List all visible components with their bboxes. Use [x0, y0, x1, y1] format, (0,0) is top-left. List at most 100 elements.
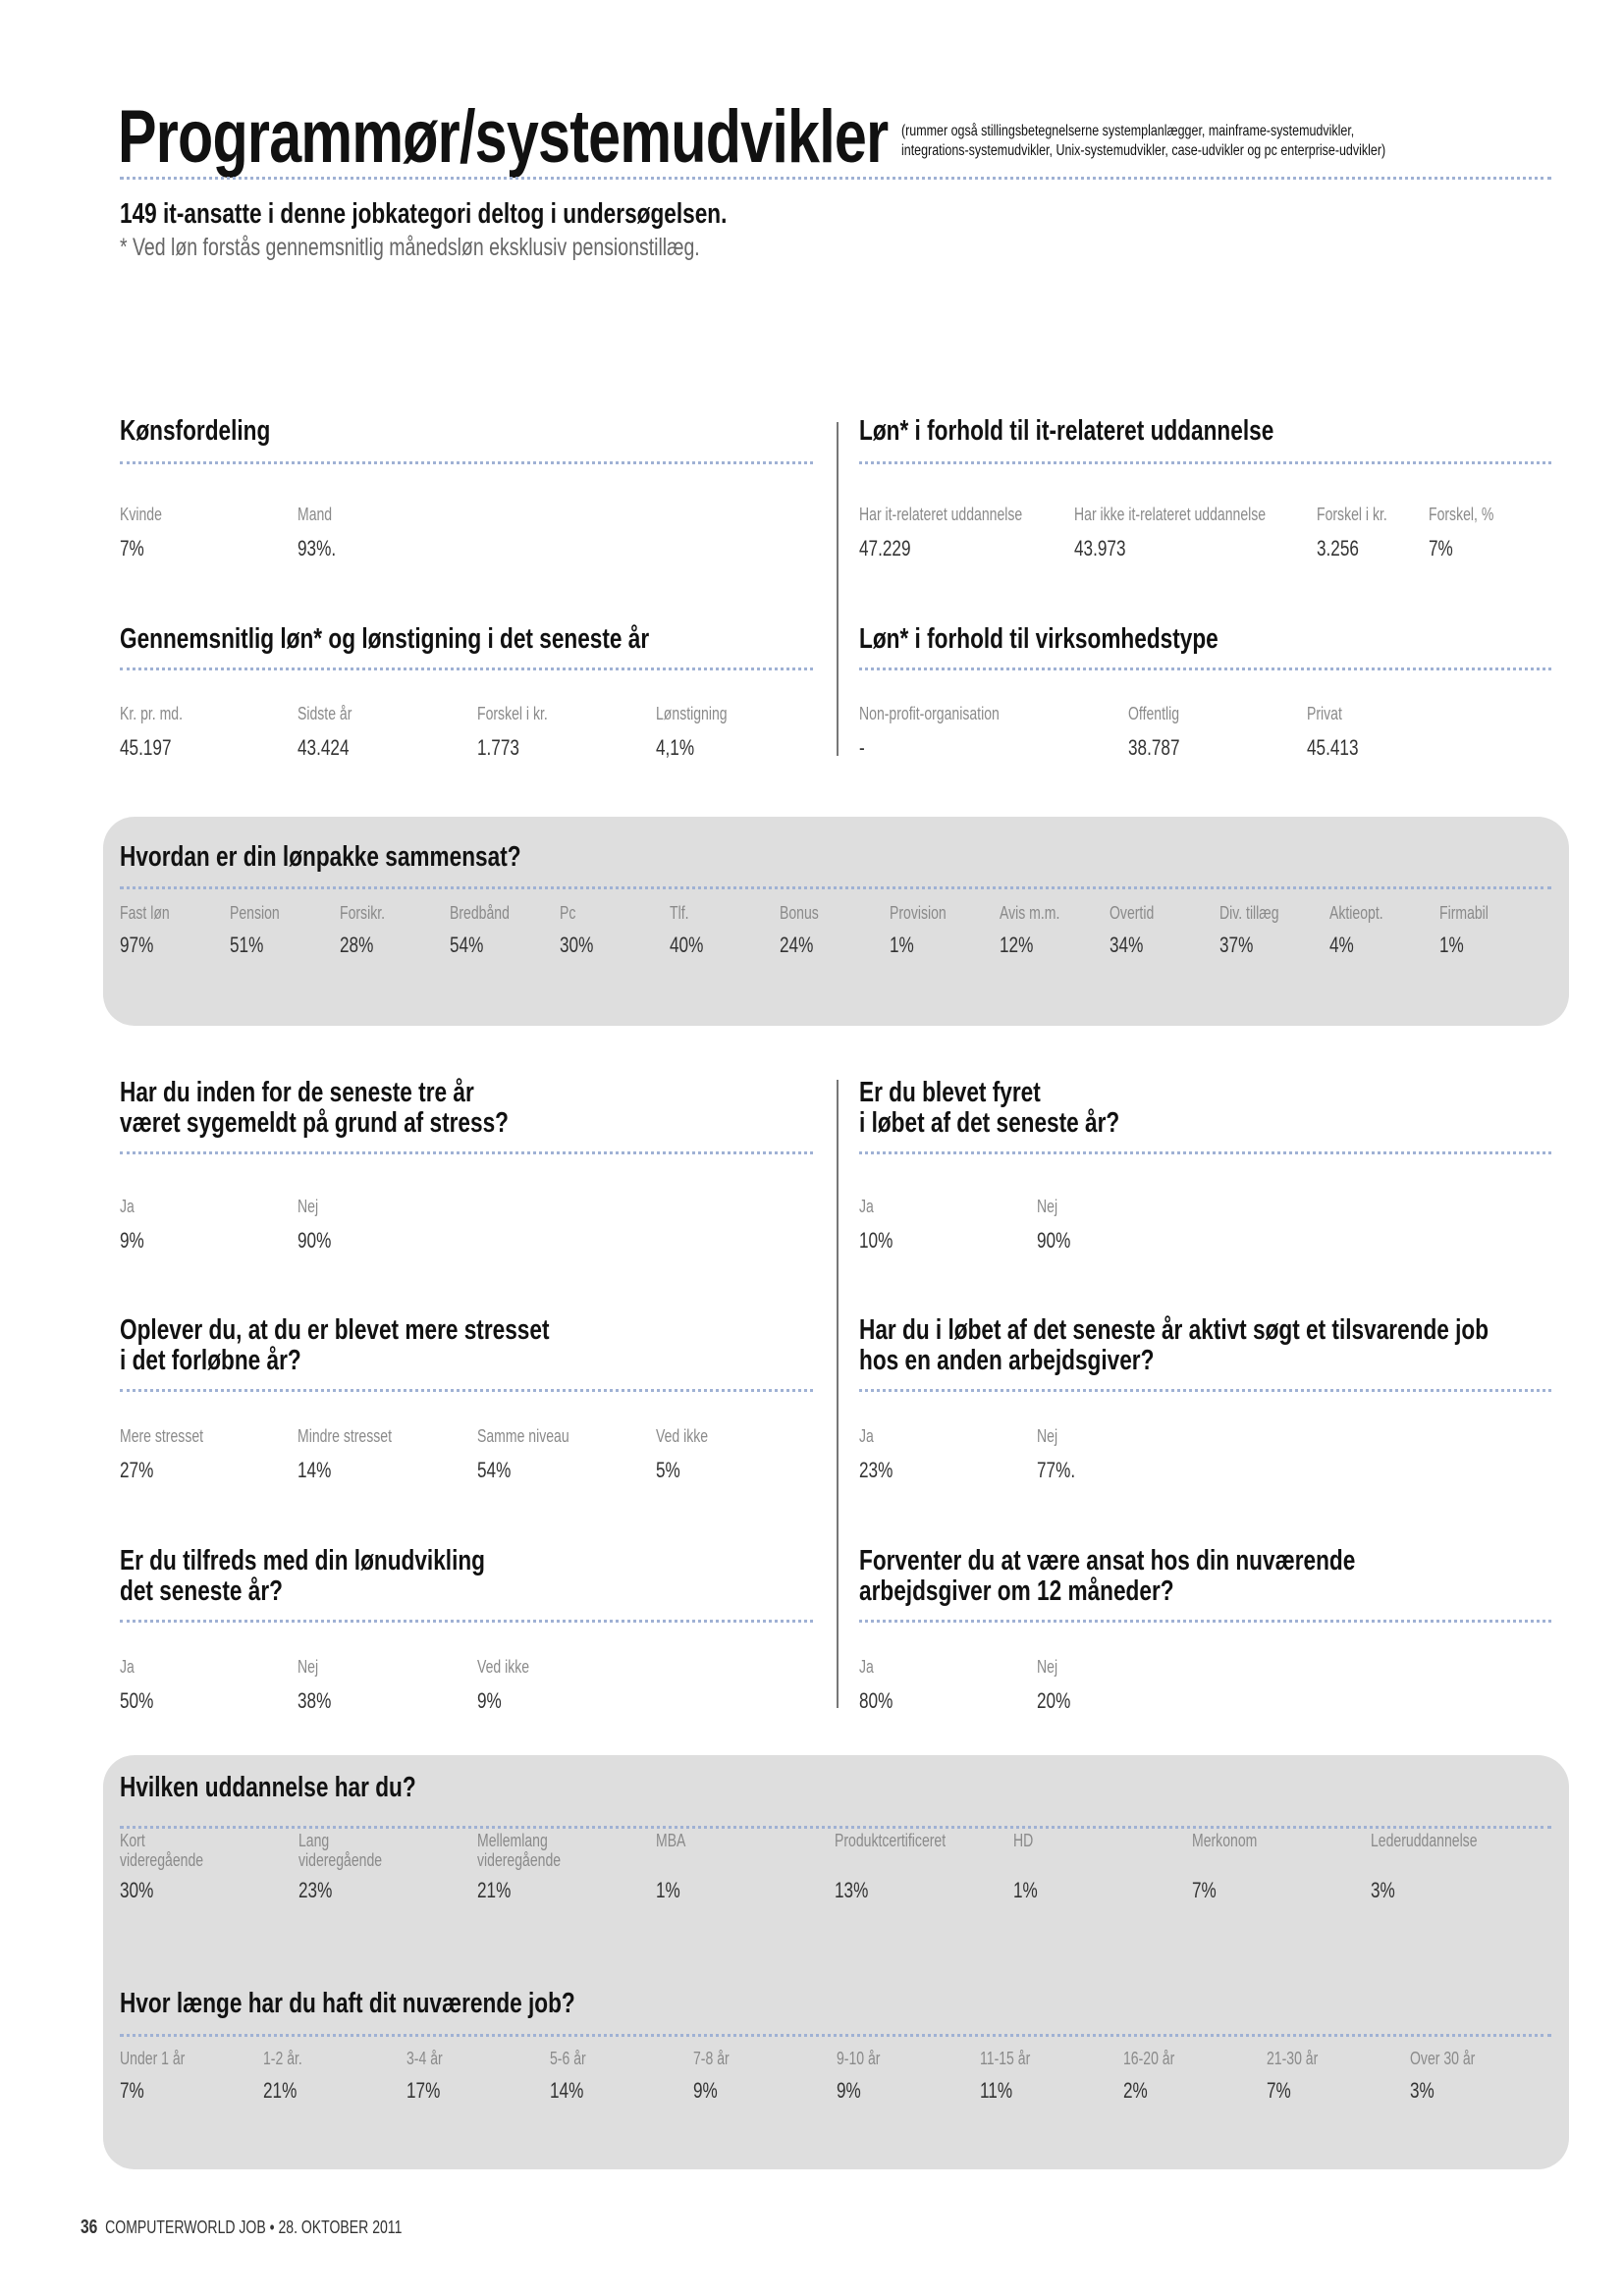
stat-label: Mindre stresset: [298, 1426, 392, 1446]
stat-value: 77%.: [1037, 1458, 1076, 1482]
stat-label: Merkonom: [1192, 1831, 1258, 1850]
stat-value: 23%: [859, 1458, 893, 1482]
stat-label: Offentlig: [1128, 704, 1180, 723]
stat-label: Pc: [560, 903, 576, 923]
stat-label: Nej: [1037, 1657, 1058, 1677]
stat-label: Har ikke it-relateret uddannelse: [1074, 505, 1267, 524]
stat-value: 7%: [1429, 536, 1453, 561]
page-footer: 36 COMPUTERWORLD JOB • 28. OKTOBER 2011: [81, 2216, 403, 2238]
stat-label: Nej: [298, 1657, 319, 1677]
stat-label: Bredbånd: [450, 903, 510, 923]
section-divider: [120, 1826, 1551, 1829]
stat-label: 7-8 år: [693, 2049, 730, 2068]
stat-value: 50%: [120, 1688, 154, 1713]
stat-label: Div. tillæg: [1219, 903, 1279, 923]
stat-value: 14%: [298, 1458, 332, 1482]
stat-value: 7%: [120, 2078, 144, 2103]
stat-label: Fast løn: [120, 903, 170, 923]
stat-label: Lang videregående: [298, 1831, 383, 1870]
stat-label: Pension: [230, 903, 280, 923]
stat-value: 14%: [550, 2078, 584, 2103]
column-divider: [837, 422, 839, 756]
stat-label: Lederuddannelse: [1371, 1831, 1478, 1850]
stat-label: 5-6 år: [550, 2049, 586, 2068]
stat-label: Under 1 år: [120, 2049, 186, 2068]
stat-value: 7%: [120, 536, 144, 561]
stat-label: Forsikr.: [340, 903, 386, 923]
stat-value: 10%: [859, 1228, 893, 1253]
stat-label: Overtid: [1110, 903, 1155, 923]
page-title: Programmør/systemudvikler: [118, 95, 889, 179]
stat-value: 43.973: [1074, 536, 1126, 561]
stat-value: 20%: [1037, 1688, 1071, 1713]
stat-label: Ja: [859, 1197, 874, 1216]
stat-value: 97%: [120, 933, 154, 957]
stat-label: Ja: [120, 1657, 135, 1677]
stat-value: 1%: [1013, 1878, 1038, 1902]
stat-label: Over 30 år: [1410, 2049, 1476, 2068]
section-heading: Hvordan er din lønpakke sammensat?: [120, 841, 521, 873]
page-number: 36: [81, 2216, 98, 2238]
stat-value: 80%: [859, 1688, 893, 1713]
section-heading: Kønsfordeling: [120, 415, 271, 447]
section-heading: Gennemsnitlig løn* og lønstigning i det …: [120, 623, 650, 655]
stat-label: 1-2 år.: [263, 2049, 302, 2068]
stat-value: -: [859, 735, 865, 760]
publication-name: COMPUTERWORLD JOB: [105, 2217, 266, 2237]
stat-value: 93%.: [298, 536, 337, 561]
stat-label: Mellemlang videregående: [477, 1831, 562, 1870]
stat-value: 21%: [263, 2078, 298, 2103]
stat-value: 38.787: [1128, 735, 1180, 760]
stat-value: 9%: [837, 2078, 861, 2103]
stat-label: Produktcertificeret: [835, 1831, 947, 1850]
stat-label: Forskel i kr.: [477, 704, 548, 723]
stat-value: 9%: [693, 2078, 718, 2103]
intro-text: 149 it-ansatte i denne jobkategori delto…: [120, 198, 728, 230]
stat-label: Nej: [1037, 1426, 1058, 1446]
stat-value: 7%: [1267, 2078, 1291, 2103]
stat-value: 9%: [120, 1228, 144, 1253]
stat-label: Forskel i kr.: [1317, 505, 1387, 524]
stat-label: 9-10 år: [837, 2049, 881, 2068]
stat-label: Ja: [859, 1657, 874, 1677]
stat-label: 16-20 år: [1123, 2049, 1175, 2068]
section-divider: [120, 1389, 813, 1392]
stat-label: Kvinde: [120, 505, 162, 524]
stat-value: 4%: [1329, 933, 1354, 957]
stat-label: Non-profit-organisation: [859, 704, 1000, 723]
section-heading: Hvor længe har du haft dit nuværende job…: [120, 1988, 575, 2019]
stat-value: 28%: [340, 933, 374, 957]
stat-value: 30%: [560, 933, 594, 957]
stat-value: 27%: [120, 1458, 154, 1482]
section-divider: [120, 886, 1551, 889]
stat-value: 30%: [120, 1878, 154, 1902]
stat-value: 13%: [835, 1878, 869, 1902]
stat-label: Kort videregående: [120, 1831, 204, 1870]
stat-value: 38%: [298, 1688, 332, 1713]
stat-value: 34%: [1110, 933, 1144, 957]
education-tenure-panel: [103, 1755, 1569, 2169]
section-divider: [120, 2034, 1551, 2037]
stat-value: 3%: [1410, 2078, 1435, 2103]
stat-value: 54%: [450, 933, 484, 957]
stat-label: Lønstigning: [656, 704, 728, 723]
stat-value: 7%: [1192, 1878, 1217, 1902]
salary-package-panel: [103, 817, 1569, 1026]
stat-value: 21%: [477, 1878, 512, 1902]
publication-date: 28. OKTOBER 2011: [278, 2217, 403, 2237]
stat-value: 4,1%: [656, 735, 695, 760]
stat-label: Samme niveau: [477, 1426, 569, 1446]
stat-value: 12%: [1000, 933, 1034, 957]
title-note: (rummer også stillingsbetegnelserne syst…: [901, 123, 1386, 159]
stat-value: 40%: [670, 933, 704, 957]
section-heading: Har du i løbet af det seneste år aktivt …: [859, 1314, 1489, 1376]
stat-value: 1%: [656, 1878, 680, 1902]
section-divider: [859, 1620, 1551, 1623]
stat-label: Har it-relateret uddannelse: [859, 505, 1023, 524]
stat-label: Provision: [890, 903, 947, 923]
stat-value: 90%: [298, 1228, 332, 1253]
section-heading: Løn* i forhold til it-relateret uddannel…: [859, 415, 1274, 447]
stat-value: 24%: [780, 933, 814, 957]
stat-label: Aktieopt.: [1329, 903, 1383, 923]
stat-label: Privat: [1307, 704, 1342, 723]
